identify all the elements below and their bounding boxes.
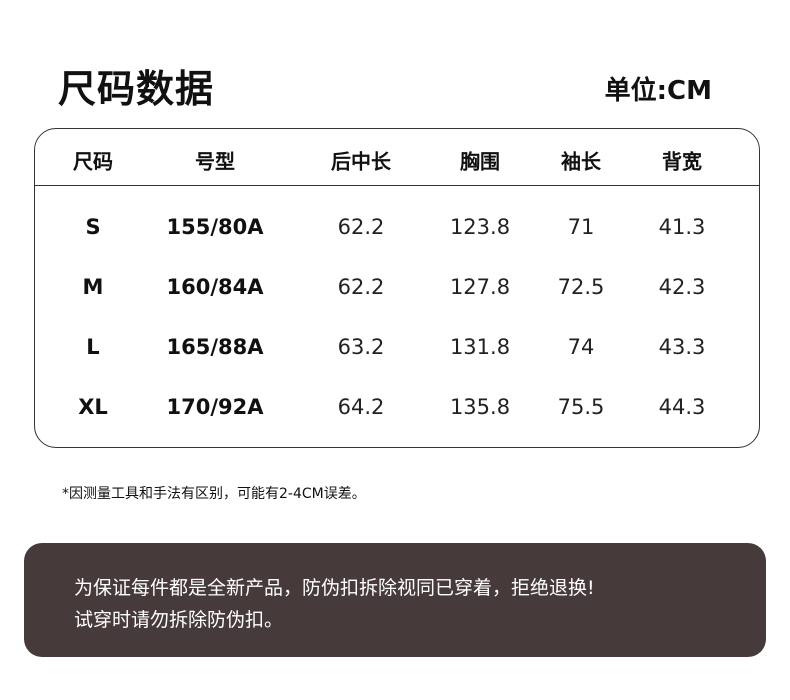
column-header: 背宽 [662, 149, 702, 174]
table-cell: XL [78, 395, 108, 419]
notice-line-2: 试穿时请勿拆除防伪扣。 [74, 609, 284, 631]
table-cell: L [86, 335, 100, 359]
table-cell: 62.2 [337, 275, 385, 299]
column-header: 号型 [195, 149, 235, 174]
table-cell: 44.3 [658, 395, 706, 419]
notice-line-1: 为保证每件都是全新产品，防伪扣拆除视同已穿着，拒绝退换! [74, 577, 595, 599]
table-cell: 43.3 [658, 335, 706, 359]
table-cell: M [82, 275, 104, 299]
page-title: 尺码数据 [58, 67, 215, 111]
table-cell: 64.2 [337, 395, 385, 419]
table-cell: 74 [567, 335, 595, 359]
header-divider [35, 185, 759, 186]
table-cell: 123.8 [449, 215, 511, 239]
table-cell: 63.2 [337, 335, 385, 359]
table-cell: 135.8 [449, 395, 511, 419]
table-cell: 62.2 [337, 215, 385, 239]
measurement-note: *因测量工具和手法有区别，可能有2-4CM误差。 [62, 486, 366, 502]
table-cell: 170/92A [166, 395, 264, 419]
column-header: 后中长 [331, 149, 391, 174]
table-cell: 160/84A [166, 275, 264, 299]
unit-label: 单位:CM [604, 76, 712, 106]
size-table: 尺码 号型 后中长 胸围 袖长 背宽 S 155/80A 62.2 123.8 71 41.3 M 160… [34, 128, 760, 448]
notice-box: 为保证每件都是全新产品，防伪扣拆除视同已穿着，拒绝退换! 试穿时请勿拆除防伪扣。 [24, 543, 766, 657]
table-cell: 75.5 [557, 395, 605, 419]
column-header: 尺码 [73, 149, 113, 174]
table-cell: 131.8 [449, 335, 511, 359]
table-cell: 72.5 [557, 275, 605, 299]
column-header: 胸围 [460, 149, 500, 174]
table-cell: S [85, 215, 101, 239]
table-cell: 71 [567, 215, 595, 239]
table-cell: 165/88A [166, 335, 264, 359]
table-cell: 155/80A [166, 215, 264, 239]
table-cell: 127.8 [449, 275, 511, 299]
table-cell: 42.3 [658, 275, 706, 299]
column-header: 袖长 [561, 149, 601, 174]
table-cell: 41.3 [658, 215, 706, 239]
